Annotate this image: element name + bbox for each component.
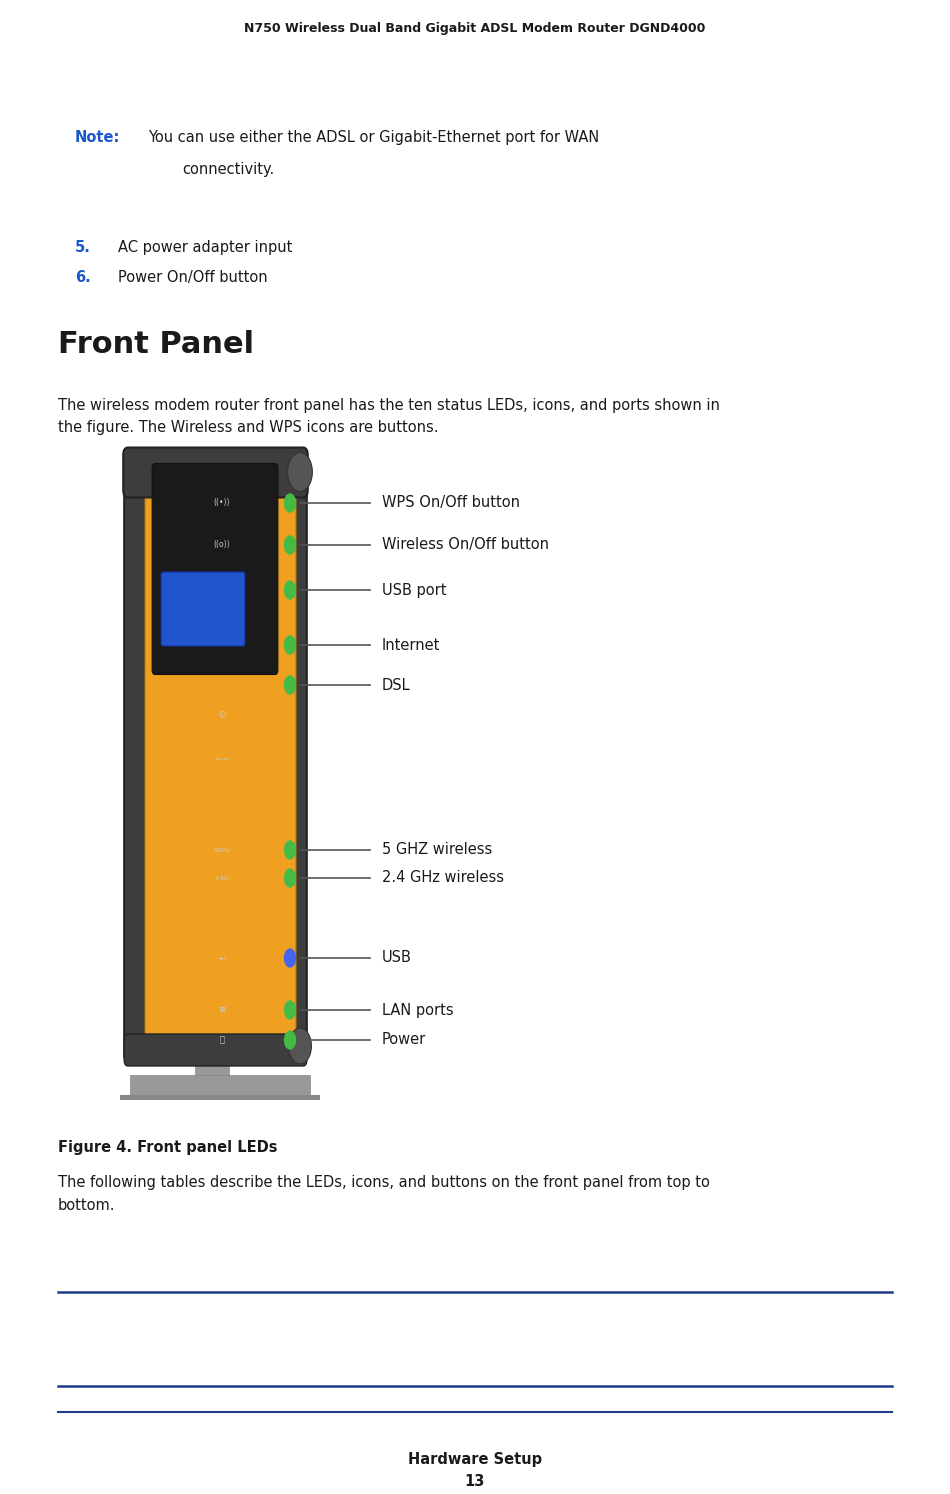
Circle shape <box>284 635 296 654</box>
Bar <box>120 1095 320 1100</box>
Bar <box>195 1040 229 1076</box>
Text: LAN ports: LAN ports <box>382 1002 454 1017</box>
Text: Hardware Setup: Hardware Setup <box>408 1452 542 1467</box>
Text: 5.: 5. <box>75 241 91 255</box>
Text: Wireless On/Off button: Wireless On/Off button <box>382 538 549 553</box>
Circle shape <box>284 868 296 887</box>
Circle shape <box>284 675 296 695</box>
Text: USB: USB <box>382 950 412 965</box>
Text: The following tables describe the LEDs, icons, and buttons on the front panel fr: The following tables describe the LEDs, … <box>58 1174 710 1191</box>
Text: The wireless modem router front panel has the ten status LEDs, icons, and ports : The wireless modem router front panel ha… <box>58 397 720 412</box>
Text: Note:: Note: <box>75 130 121 145</box>
Text: 13: 13 <box>465 1475 485 1490</box>
Bar <box>130 1076 310 1095</box>
Text: 6.: 6. <box>75 270 91 285</box>
Circle shape <box>284 840 296 859</box>
Text: Front Panel: Front Panel <box>58 330 255 359</box>
Circle shape <box>284 1001 296 1020</box>
Circle shape <box>284 580 296 599</box>
Circle shape <box>288 453 313 492</box>
Circle shape <box>289 1028 312 1064</box>
Text: 2.4G: 2.4G <box>215 875 230 880</box>
Text: ⊞: ⊞ <box>218 1005 225 1014</box>
FancyBboxPatch shape <box>124 1034 307 1067</box>
Text: Figure 4. Front panel LEDs: Figure 4. Front panel LEDs <box>58 1140 277 1155</box>
FancyBboxPatch shape <box>145 462 295 1046</box>
Circle shape <box>284 493 296 512</box>
Text: 2.4 GHz wireless: 2.4 GHz wireless <box>382 871 504 886</box>
Text: WPS On/Off button: WPS On/Off button <box>382 496 520 511</box>
Circle shape <box>284 535 296 554</box>
Text: N750 Wireless Dual Band Gigabit ADSL Modem Router DGND4000: N750 Wireless Dual Band Gigabit ADSL Mod… <box>244 22 706 34</box>
Text: ⊙: ⊙ <box>218 710 226 720</box>
Text: AC power adapter input: AC power adapter input <box>118 241 293 255</box>
Text: ((•)): ((•)) <box>214 499 230 508</box>
Text: Power On/Off button: Power On/Off button <box>118 270 268 285</box>
Text: USB port: USB port <box>382 583 446 598</box>
Text: DSL: DSL <box>382 677 410 693</box>
Text: ⏻: ⏻ <box>219 1035 224 1044</box>
FancyBboxPatch shape <box>124 448 308 498</box>
Text: Power: Power <box>382 1032 427 1047</box>
Text: bottom.: bottom. <box>58 1198 116 1213</box>
Text: ((o)): ((o)) <box>214 541 230 550</box>
Text: 5GHz: 5GHz <box>214 847 230 853</box>
FancyBboxPatch shape <box>162 572 245 645</box>
Text: 5 GHZ wireless: 5 GHZ wireless <box>382 843 492 858</box>
Text: ←: ← <box>218 953 226 962</box>
Circle shape <box>284 1031 296 1050</box>
Circle shape <box>284 949 296 968</box>
Text: ~-~: ~-~ <box>215 756 230 765</box>
Text: connectivity.: connectivity. <box>182 161 275 176</box>
Text: the figure. The Wireless and WPS icons are buttons.: the figure. The Wireless and WPS icons a… <box>58 420 439 435</box>
Text: Internet: Internet <box>382 638 441 653</box>
FancyBboxPatch shape <box>152 463 277 674</box>
FancyBboxPatch shape <box>124 450 307 1061</box>
Text: You can use either the ADSL or Gigabit-Ethernet port for WAN: You can use either the ADSL or Gigabit-E… <box>148 130 599 145</box>
